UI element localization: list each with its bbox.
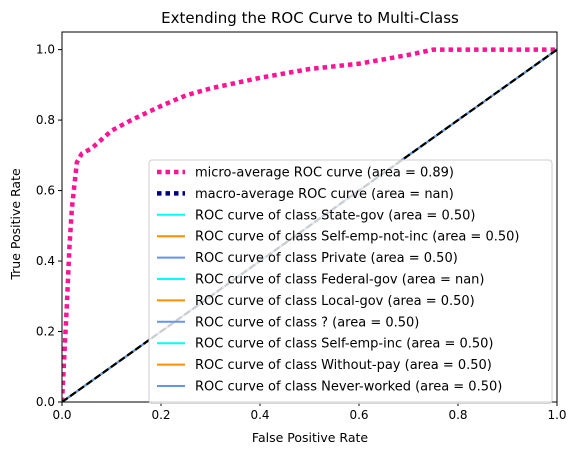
legend-box [148, 159, 553, 404]
legend-label-0: micro-average ROC curve (area = 0.89) [195, 166, 454, 181]
x-tick-label: 0.8 [448, 408, 467, 422]
legend-label-5: ROC curve of class Federal-gov (area = n… [195, 273, 485, 288]
y-tick-label: 0.8 [36, 113, 55, 127]
legend-label-3: ROC curve of class Self-emp-not-inc (are… [195, 230, 519, 245]
legend-label-4: ROC curve of class Private (area = 0.50) [195, 251, 458, 266]
y-tick-label: 0.6 [36, 184, 55, 198]
axis-ticks: 0.0 0.2 0.4 0.6 0.8 1.0 0.0 0.2 0.4 0.6 0.8 1.0 [36, 43, 567, 422]
legend-label-10: ROC curve of class Never-worked (area = … [195, 380, 502, 395]
y-tick-label: 1.0 [36, 43, 55, 57]
legend-label-2: ROC curve of class State-gov (area = 0.5… [195, 208, 475, 223]
y-tick-label: 0.4 [36, 254, 55, 268]
x-tick-label: 0.4 [250, 408, 269, 422]
legend: micro-average ROC curve (area = 0.89) mac… [148, 159, 553, 404]
legend-label-7: ROC curve of class ? (area = 0.50) [195, 315, 419, 330]
legend-label-9: ROC curve of class Without-pay (area = 0… [195, 358, 492, 373]
x-axis-label: False Positive Rate [252, 430, 368, 445]
legend-label-8: ROC curve of class Self-emp-inc (area = … [195, 337, 494, 352]
series-line-0 [62, 47, 557, 402]
x-tick-label: 0.2 [151, 408, 170, 422]
chart-title: Extending the ROC Curve to Multi-Class [161, 9, 459, 27]
y-tick-label: 0.0 [36, 395, 55, 409]
x-tick-label: 0.6 [349, 408, 368, 422]
y-axis-label: True Positive Rate [8, 168, 23, 281]
legend-label-1: macro-average ROC curve (area = nan) [195, 187, 454, 202]
legend-label-6: ROC curve of class Local-gov (area = 0.5… [195, 294, 475, 309]
x-tick-label: 1.0 [547, 408, 566, 422]
x-tick-label: 0.0 [52, 408, 71, 422]
y-tick-label: 0.2 [36, 325, 55, 339]
